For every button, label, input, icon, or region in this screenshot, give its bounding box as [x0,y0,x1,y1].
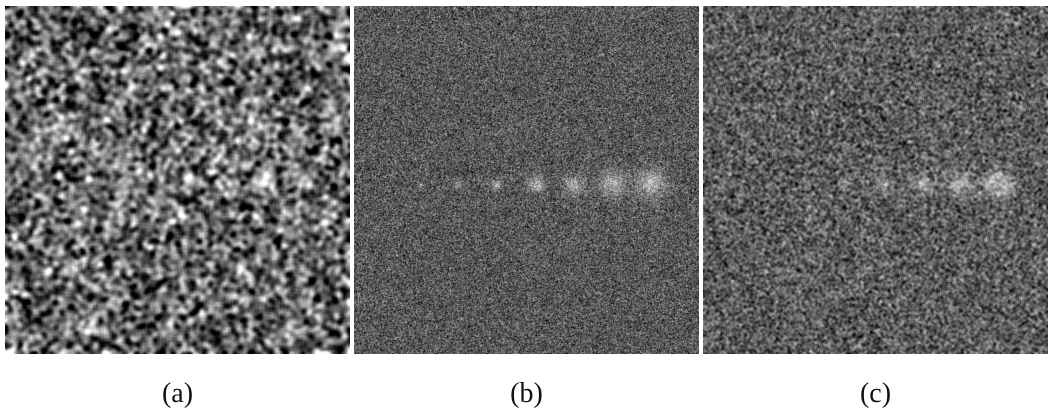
caption-b: (b) [510,378,543,409]
noise-image-a [5,6,350,354]
noise-image-b [354,6,699,354]
panel-a-image [5,6,350,354]
panel-b-image [354,6,699,354]
panel-c-image [703,6,1048,354]
caption-c: (c) [859,378,892,409]
caption-a: (a) [161,378,194,409]
noise-image-c [703,6,1048,354]
